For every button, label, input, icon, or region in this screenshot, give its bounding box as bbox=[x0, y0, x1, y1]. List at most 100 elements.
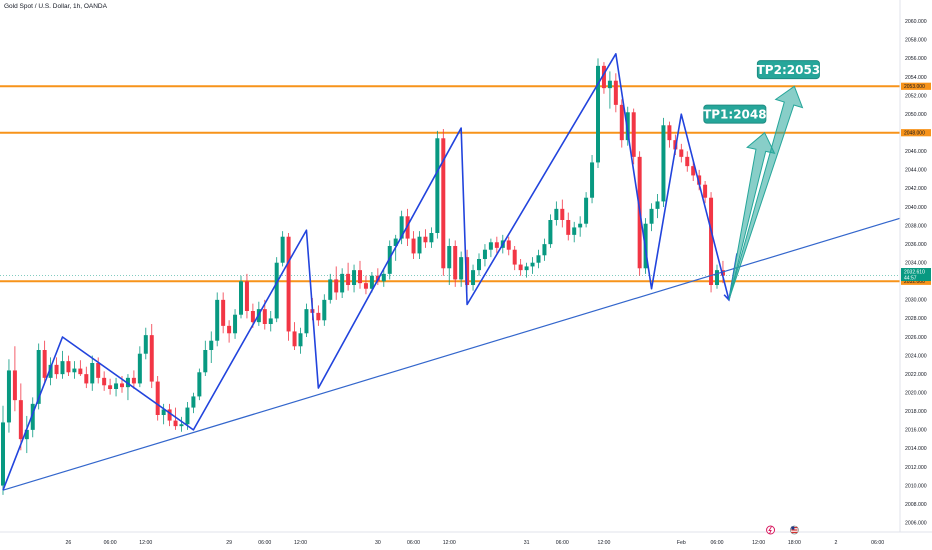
x-tick-label: 06:00 bbox=[871, 540, 884, 546]
x-tick-label: 12:00 bbox=[139, 540, 152, 546]
candle-body bbox=[399, 216, 404, 239]
candle-body bbox=[298, 333, 303, 347]
symbol-title: Gold Spot / U.S. Dollar, 1h, OANDA bbox=[4, 3, 107, 10]
candle-body bbox=[203, 350, 208, 373]
candle-body bbox=[423, 236, 428, 243]
countdown-label: 44:57 bbox=[904, 276, 917, 282]
candle-body bbox=[453, 246, 458, 280]
y-tick-label: 2042.000 bbox=[905, 186, 927, 192]
x-tick-label: Feb bbox=[677, 540, 686, 546]
candle-body bbox=[328, 279, 333, 300]
candle-body bbox=[411, 238, 416, 254]
trend-line bbox=[2, 207, 932, 491]
candle-body bbox=[268, 318, 273, 324]
chart-extras bbox=[766, 525, 799, 535]
candle-body bbox=[715, 270, 719, 285]
x-tick-label: 29 bbox=[226, 540, 232, 546]
target-label-text: TP2:2053 bbox=[757, 63, 821, 77]
candle-body bbox=[435, 138, 440, 233]
candle-body bbox=[66, 361, 71, 373]
candle-body bbox=[167, 409, 172, 421]
x-tick-label: 06:00 bbox=[556, 540, 569, 546]
horizontal-levels bbox=[0, 85, 900, 283]
candle-body bbox=[488, 242, 493, 250]
candle-body bbox=[346, 273, 351, 285]
target-label-box bbox=[703, 104, 767, 124]
candle-body bbox=[173, 420, 178, 427]
x-tick-label: 12:00 bbox=[443, 540, 456, 546]
x-tick-label: 30 bbox=[375, 540, 381, 546]
candle-body bbox=[244, 281, 249, 311]
candle-body bbox=[619, 104, 624, 141]
y-tick-label: 2008.000 bbox=[905, 502, 927, 508]
candle-body bbox=[566, 220, 571, 235]
candle-body bbox=[280, 236, 285, 263]
candle-body bbox=[233, 314, 238, 334]
candle-body bbox=[363, 283, 368, 289]
candle-body bbox=[631, 112, 636, 157]
candle-body bbox=[286, 236, 291, 332]
y-tick-label: 2058.000 bbox=[905, 38, 927, 44]
candle-body bbox=[24, 429, 29, 440]
candle-body bbox=[120, 383, 124, 388]
candle-body bbox=[149, 335, 154, 382]
candle-body bbox=[590, 162, 595, 198]
last-price-label: 2032.610 bbox=[904, 270, 925, 276]
candle-body bbox=[209, 340, 214, 350]
candle-body bbox=[12, 370, 17, 401]
candle-body bbox=[42, 350, 47, 378]
candle-body bbox=[1, 422, 5, 486]
level-price-label: 2032.000 bbox=[904, 279, 925, 285]
candle-body bbox=[720, 270, 725, 276]
candle-body bbox=[54, 364, 59, 375]
candle-body bbox=[155, 381, 160, 415]
flag-stripe bbox=[791, 531, 798, 533]
y-tick-label: 2018.000 bbox=[905, 409, 927, 415]
candle-body bbox=[292, 331, 297, 347]
candle-body bbox=[137, 353, 142, 384]
candle-body bbox=[560, 208, 565, 220]
candle-body bbox=[572, 227, 577, 235]
x-tick-label: 2 bbox=[835, 540, 838, 546]
candle-body bbox=[191, 396, 196, 408]
tp1-label[interactable]: TP1:2048 bbox=[703, 104, 767, 124]
candle-body bbox=[6, 370, 11, 423]
candle-body bbox=[447, 246, 452, 269]
candle-body bbox=[48, 364, 53, 378]
candle-body bbox=[697, 175, 702, 185]
tp2-label[interactable]: TP2:2053 bbox=[757, 60, 821, 80]
y-tick-label: 2026.000 bbox=[905, 335, 927, 341]
candle-body bbox=[649, 208, 654, 224]
candle-body bbox=[369, 275, 374, 289]
last-price-tag bbox=[901, 268, 931, 282]
candle-body bbox=[578, 223, 583, 228]
candle-body bbox=[607, 80, 612, 89]
candle-body bbox=[709, 197, 714, 285]
candle-body bbox=[340, 273, 345, 293]
y-tick-label: 2006.000 bbox=[905, 521, 927, 527]
candle-body bbox=[274, 262, 279, 319]
candle-body bbox=[459, 257, 464, 280]
y-tick-label: 2040.000 bbox=[905, 205, 927, 211]
level-price-tag bbox=[901, 277, 931, 285]
candle-body bbox=[685, 156, 690, 167]
candle-body bbox=[215, 299, 220, 341]
y-tick-label: 2036.000 bbox=[905, 242, 927, 248]
candles bbox=[1, 58, 725, 495]
y-tick-label: 2016.000 bbox=[905, 428, 927, 434]
level-price-label: 2053.000 bbox=[904, 84, 925, 90]
candle-body bbox=[262, 309, 267, 324]
x-tick-label: 06:00 bbox=[258, 540, 271, 546]
candle-body bbox=[322, 299, 327, 321]
candle-body bbox=[334, 279, 339, 293]
x-tick-label: 12:00 bbox=[752, 540, 765, 546]
targets[interactable]: TP1:2048 TP2:2053 bbox=[703, 60, 821, 124]
candle-body bbox=[393, 238, 398, 246]
candle-body bbox=[179, 424, 184, 427]
y-tick-label: 2022.000 bbox=[905, 372, 927, 378]
level-price-label: 2048.000 bbox=[904, 131, 925, 137]
candle-body bbox=[197, 372, 202, 397]
candle-body bbox=[506, 240, 511, 250]
